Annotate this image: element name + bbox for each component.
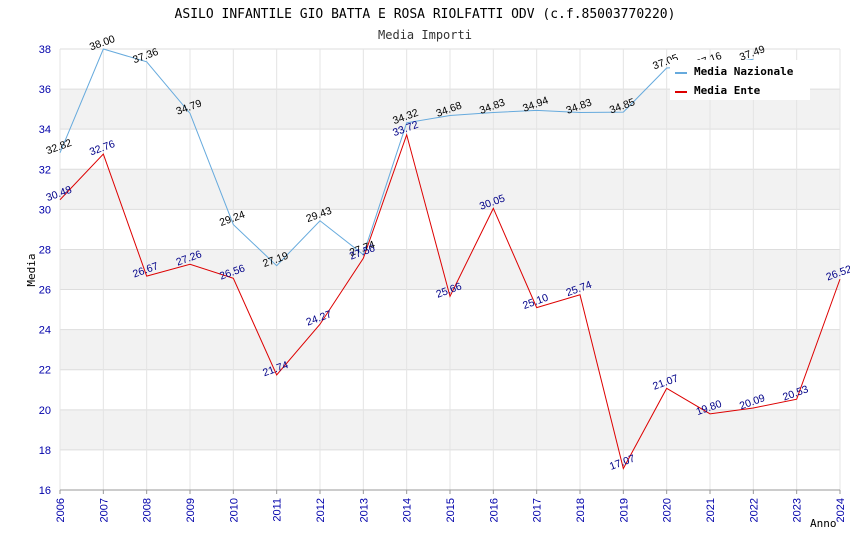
data-label: 32.82 bbox=[45, 137, 74, 157]
legend-label-nazionale: Media Nazionale bbox=[694, 65, 794, 78]
legend: Media Nazionale Media Ente bbox=[670, 60, 810, 100]
y-tick-label: 32 bbox=[39, 164, 51, 176]
y-tick-label: 34 bbox=[39, 124, 51, 136]
chart-title: ASILO INFANTILE GIO BATTA E ROSA RIOLFAT… bbox=[175, 7, 676, 22]
x-tick-label: 2021 bbox=[705, 498, 717, 522]
y-tick-label: 18 bbox=[39, 445, 51, 457]
data-label: 20.09 bbox=[738, 392, 767, 412]
x-tick-label: 2019 bbox=[618, 498, 630, 522]
y-tick-label: 26 bbox=[39, 285, 51, 297]
x-tick-label: 2009 bbox=[185, 498, 197, 522]
y-tick-label: 28 bbox=[39, 244, 51, 256]
series-lines bbox=[59, 48, 841, 470]
legend-label-ente: Media Ente bbox=[694, 84, 761, 97]
x-tick-label: 2017 bbox=[532, 498, 544, 522]
y-axis-ticks: 16 18 20 22 24 26 28 30 32 34 36 38 bbox=[39, 44, 51, 497]
series-line-media-ente bbox=[59, 133, 841, 470]
y-tick-label: 38 bbox=[39, 44, 51, 56]
x-tick-label: 2014 bbox=[402, 498, 414, 522]
x-tick-label: 2024 bbox=[835, 498, 847, 522]
y-axis-label: Media bbox=[25, 253, 38, 286]
legend-box bbox=[670, 60, 810, 100]
x-tick-label: 2015 bbox=[445, 498, 457, 522]
x-axis-label: Anno bbox=[810, 517, 837, 530]
gridlines bbox=[59, 48, 841, 491]
x-tick-label: 2011 bbox=[272, 498, 284, 522]
x-tick-label: 2007 bbox=[98, 498, 110, 522]
y-tick-label: 16 bbox=[39, 485, 51, 497]
x-tick-label: 2022 bbox=[748, 498, 760, 522]
x-tick-label: 2013 bbox=[358, 498, 370, 522]
data-label: 20.53 bbox=[781, 383, 810, 403]
x-tick-label: 2023 bbox=[792, 498, 804, 522]
x-axis-ticks: 2006 2007 2008 2009 2010 2011 2012 2013 2014 2015… bbox=[55, 490, 847, 522]
y-tick-label: 24 bbox=[39, 325, 51, 337]
y-tick-label: 22 bbox=[39, 365, 51, 377]
x-tick-label: 2018 bbox=[575, 498, 587, 522]
x-tick-label: 2006 bbox=[55, 498, 67, 522]
data-label: 17.07 bbox=[608, 453, 637, 473]
x-tick-label: 2012 bbox=[315, 498, 327, 522]
y-tick-label: 30 bbox=[39, 204, 51, 216]
x-tick-label: 2020 bbox=[662, 498, 674, 522]
x-tick-label: 2010 bbox=[228, 498, 240, 522]
data-label: 29.24 bbox=[218, 209, 247, 229]
series-line-media-nazionale bbox=[59, 48, 754, 267]
chart-subtitle: Media Importi bbox=[378, 28, 472, 42]
x-tick-label: 2016 bbox=[488, 498, 500, 522]
x-tick-label: 2008 bbox=[142, 498, 154, 522]
y-tick-label: 20 bbox=[39, 405, 51, 417]
y-tick-label: 36 bbox=[39, 84, 51, 96]
data-label: 25.10 bbox=[521, 292, 550, 312]
